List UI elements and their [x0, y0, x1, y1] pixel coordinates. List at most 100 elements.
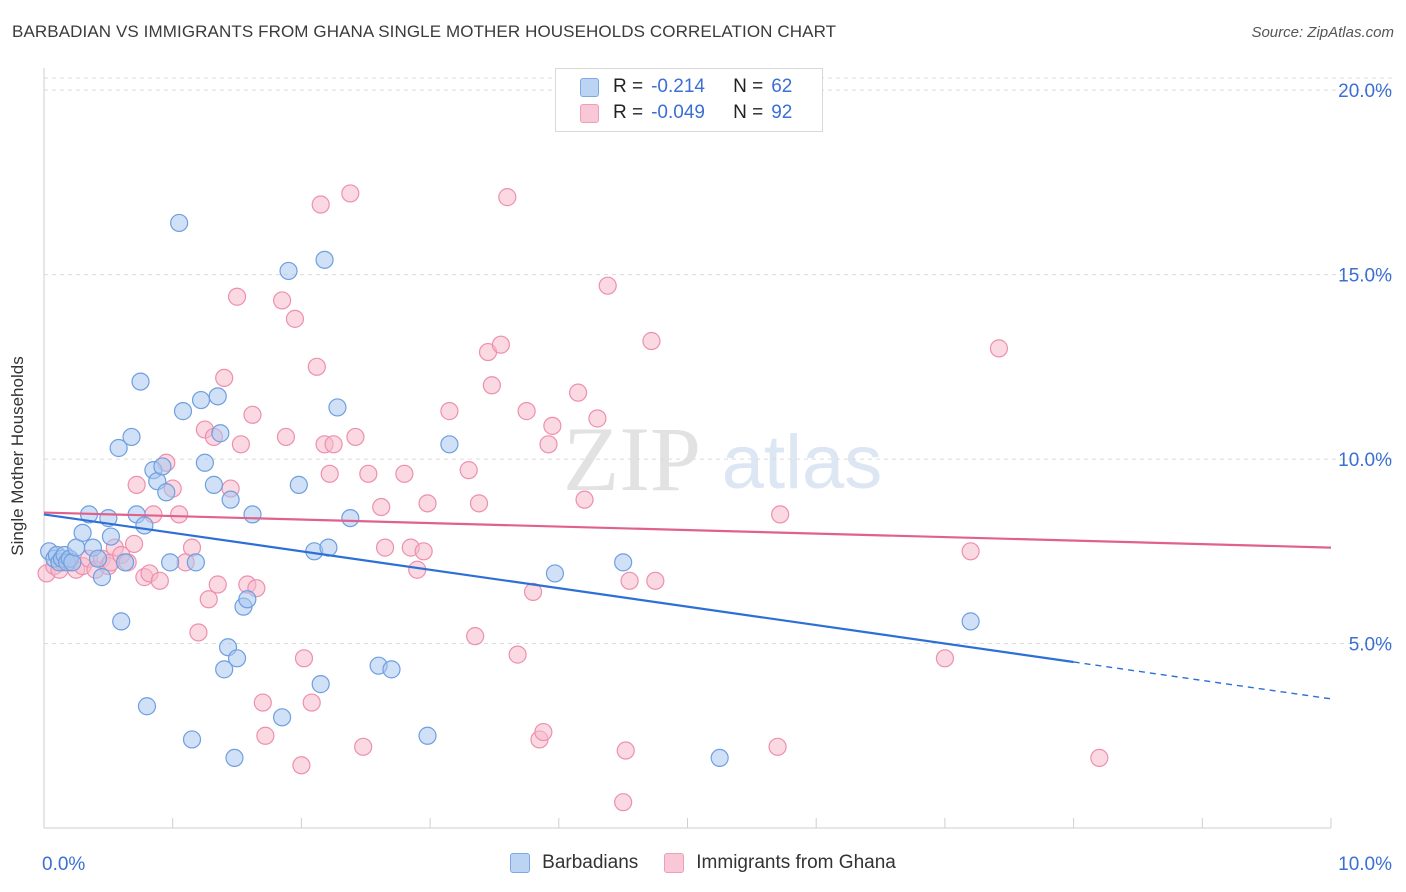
legend-n-value: 62 — [771, 76, 793, 97]
ghana-point — [440, 402, 459, 421]
barbadians-point — [614, 553, 633, 572]
barbadians-point — [289, 475, 308, 494]
barbadians-point — [221, 490, 240, 509]
source-label: Source: ZipAtlas.com — [1251, 24, 1394, 41]
ghana-point — [539, 435, 558, 454]
legend-n-label: N = — [733, 102, 764, 123]
barbadians-point — [272, 708, 292, 727]
barbadians-point — [204, 475, 223, 494]
ghana-point — [517, 402, 536, 421]
ghana-point — [276, 427, 296, 447]
barbadians-point — [88, 549, 108, 568]
barbadians-point — [545, 564, 565, 583]
ghana-point — [961, 542, 980, 561]
barbadians-point — [315, 250, 334, 269]
ghana-point — [150, 571, 169, 590]
ghana-point — [642, 331, 661, 351]
barbadians-point — [182, 730, 202, 749]
barbadians-point — [311, 675, 330, 694]
barbadians-point — [186, 553, 205, 572]
x-tick-labels: 0.0% 10.0% — [42, 854, 1392, 875]
legend-swatch-ghana — [664, 853, 685, 873]
ghana-point — [646, 571, 665, 590]
ghana-point — [199, 590, 218, 609]
watermark: ZIP atlas — [563, 408, 882, 510]
y-tick-label: 5.0% — [1349, 635, 1392, 656]
legend-n-label: N = — [733, 76, 764, 97]
legend-label-barbadians: Barbadians — [542, 852, 639, 873]
x-tick-label: 0.0% — [42, 854, 85, 875]
legend-item-ghana: Immigrants from Ghana — [664, 852, 896, 874]
ghana-point — [588, 409, 607, 428]
legend-swatch-ghana — [580, 103, 599, 123]
ghana-point — [231, 435, 251, 454]
legend-label-ghana: Immigrants from Ghana — [696, 852, 896, 873]
barbadians-point — [157, 483, 176, 502]
legend-item-barbadians: Barbadians — [510, 852, 638, 874]
barbadians-point — [191, 390, 211, 410]
ghana-point — [189, 623, 208, 642]
ghana-point — [375, 538, 395, 557]
ghana-point — [569, 383, 588, 402]
ghana-point — [208, 575, 227, 594]
ghana-point — [498, 188, 517, 207]
chart-title: BARBADIAN VS IMMIGRANTS FROM GHANA SINGL… — [12, 22, 837, 41]
barbadians-point — [440, 435, 459, 454]
ghana-point — [482, 376, 501, 395]
barbadians-point — [227, 649, 247, 668]
ghana-point — [1090, 748, 1109, 768]
ghana-point — [354, 737, 373, 756]
barbadians-point — [137, 697, 157, 716]
ghana-point — [243, 405, 262, 424]
series-barbadians-points — [40, 213, 980, 768]
series-legend: Barbadians Immigrants from Ghana — [0, 852, 1406, 874]
barbadians-point — [122, 427, 141, 447]
x-ticks — [172, 818, 1332, 828]
ghana-point — [523, 582, 543, 601]
ghana-point — [292, 756, 311, 775]
barbadians-point — [131, 372, 150, 391]
legend-row-barbadians: R = -0.214 N = 62 — [580, 75, 792, 99]
ghana-point — [272, 291, 292, 310]
barbadians-point — [112, 612, 131, 631]
ghana-point — [346, 427, 365, 447]
barbadians-point — [215, 660, 234, 679]
barbadians-point — [225, 748, 244, 768]
barbadians-point — [153, 457, 172, 476]
correlation-legend: R = -0.214 N = 62 R = -0.049 N = 92 — [555, 68, 823, 132]
legend-r-label: R = — [613, 76, 644, 97]
ghana-point — [989, 339, 1009, 358]
barbadians-point — [101, 527, 121, 546]
barbadians-point — [341, 508, 360, 528]
barbadians-point — [238, 590, 257, 609]
legend-row-ghana: R = -0.049 N = 92 — [580, 101, 792, 125]
ghana-point — [227, 287, 247, 306]
ghana-point — [418, 494, 437, 513]
barbadians-point — [195, 453, 214, 472]
ghana-point — [469, 494, 489, 513]
barbadians-point — [173, 402, 193, 421]
ghana-point — [935, 649, 955, 668]
barbadians-point — [170, 213, 189, 233]
barbadians-point — [109, 438, 128, 458]
ghana-point — [508, 645, 527, 664]
ghana-point — [598, 276, 617, 295]
ghana-point — [320, 464, 339, 483]
barbadians-point — [961, 612, 980, 631]
barbadians-point — [208, 387, 227, 406]
ghana-point — [614, 793, 633, 812]
ghana-point — [170, 505, 189, 524]
barbadians-point — [115, 553, 135, 572]
ghana-point — [341, 184, 360, 203]
ghana-point — [127, 475, 146, 494]
ghana-point — [307, 357, 326, 376]
ghana-point — [285, 309, 305, 328]
barbadians-point — [279, 261, 298, 281]
ghana-point — [294, 649, 314, 668]
trend-lines — [43, 511, 1332, 700]
barbadians-point — [418, 726, 437, 745]
ghana-point — [372, 497, 391, 517]
legend-r-value: -0.214 — [651, 76, 705, 97]
trend-line-barbadians-extension — [1073, 661, 1332, 700]
